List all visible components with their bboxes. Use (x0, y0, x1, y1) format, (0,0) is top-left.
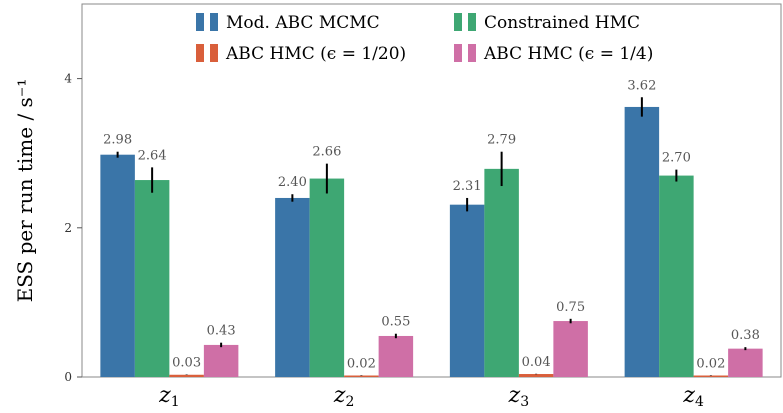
bar-series4-cat4 (728, 348, 763, 377)
data-label-series2-cat3: 2.79 (487, 133, 516, 148)
bar-series3-cat1 (169, 374, 204, 377)
legend-swatch-2b (468, 13, 476, 31)
y-tick-label-2: 2 (64, 221, 72, 235)
bar-series2-cat2 (309, 178, 345, 377)
bar-series3-cat4 (693, 375, 729, 377)
x-tick-label-2: z2 (333, 383, 355, 410)
bar-series1-cat2 (275, 197, 310, 377)
bar-series1-cat4 (624, 106, 660, 377)
legend-swatch-3a (196, 44, 204, 62)
bar-series4-cat1 (203, 344, 239, 377)
data-label-series3-cat2: 0.02 (347, 356, 376, 371)
x-tick-subscript-2: 2 (345, 394, 354, 410)
bar-series1-cat3 (449, 204, 485, 377)
bars (100, 106, 763, 377)
bar-series4-cat2 (378, 335, 414, 377)
data-label-series1-cat1: 2.98 (103, 133, 132, 148)
legend-swatch-1b (210, 13, 218, 31)
legend-label-3: ABC HMC (ϵ = 1/20) (225, 44, 406, 64)
plot-border (81, 3, 782, 378)
data-label-series1-cat4: 3.62 (627, 78, 656, 93)
x-tick-label-1: z1 (158, 383, 180, 410)
data-label-series4-cat1: 0.43 (207, 324, 236, 339)
bar-series2-cat1 (134, 180, 170, 377)
x-tick-subscript-3: 3 (520, 394, 529, 410)
y-tick-label-1: 0 (64, 370, 72, 384)
x-tick-label-4: z4 (682, 383, 704, 410)
data-label-series3-cat4: 0.02 (696, 356, 725, 371)
data-label-series2-cat4: 2.70 (662, 151, 691, 166)
data-label-series1-cat2: 2.40 (278, 175, 307, 190)
plot-frame (81, 3, 782, 378)
legend-label-2: Constrained HMC (484, 13, 640, 33)
data-label-series3-cat1: 0.03 (172, 356, 201, 371)
y-axis-label: ESS per run time / s⁻¹ (13, 79, 37, 303)
value-labels: 2.98 2.40 2.31 3.62 2.64 2.66 2.79 2.70 0.03 0.02… (103, 78, 760, 371)
data-label-series4-cat3: 0.75 (556, 300, 585, 315)
bar-series3-cat3 (518, 374, 554, 377)
data-label-series4-cat2: 0.55 (381, 315, 410, 330)
legend: Mod. ABC MCMC Constrained HMC ABC HMC (ϵ =… (196, 13, 653, 64)
data-label-series1-cat3: 2.31 (453, 179, 482, 194)
error-bars (116, 97, 747, 376)
bar-series1-cat1 (100, 154, 135, 377)
legend-swatch-4b (468, 44, 476, 62)
legend-swatch-3b (210, 44, 218, 62)
bar-series2-cat4 (659, 175, 694, 377)
bar-series4-cat3 (553, 321, 588, 377)
legend-swatch-1a (196, 13, 204, 31)
data-label-series2-cat1: 2.64 (138, 148, 167, 163)
bar-series3-cat2 (344, 375, 379, 377)
bar-series2-cat3 (484, 168, 519, 377)
legend-label-4: ABC HMC (ϵ = 1/4) (483, 44, 653, 64)
legend-swatch-2a (454, 13, 462, 31)
x-tick-subscript-1: 1 (171, 394, 180, 410)
x-tick-label-3: z3 (508, 383, 530, 410)
y-tick-label-3: 4 (64, 72, 72, 86)
data-label-series2-cat2: 2.66 (312, 145, 341, 160)
x-tick-subscript-4: 4 (695, 394, 704, 410)
legend-label-1: Mod. ABC MCMC (226, 13, 380, 33)
data-label-series3-cat3: 0.04 (522, 355, 551, 370)
legend-swatch-4a (454, 44, 462, 62)
data-label-series4-cat4: 0.38 (731, 328, 760, 343)
